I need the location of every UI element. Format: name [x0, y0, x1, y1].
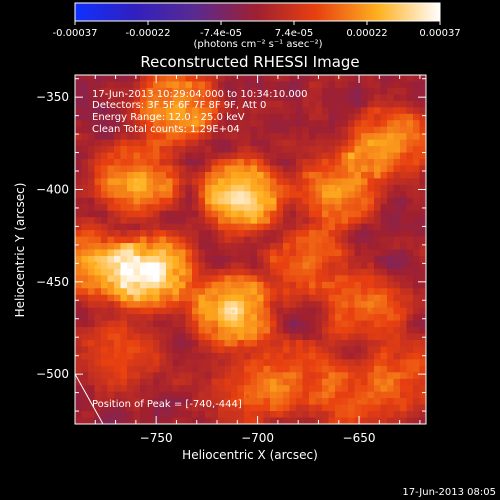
source-mark [174, 104, 179, 109]
y-tick-label: −350 [36, 90, 69, 104]
y-tick-label: −400 [36, 182, 69, 196]
footer-date: 17-Jun-2013 08:05 [402, 487, 496, 498]
source-mark [239, 193, 244, 198]
colorbar [74, 2, 441, 22]
plot-frame [74, 74, 427, 425]
colorbar-ticks: -0.00037 -0.00022 -7.4e-05 7.4e-05 0.00022 0.… [53, 21, 461, 39]
source-mark [113, 353, 118, 358]
colorbar-tick-label: -7.4e-05 [200, 28, 242, 39]
source-mark [93, 261, 98, 266]
colorbar-tick-label: 0.00022 [346, 28, 387, 39]
info-line-1: 17-Jun-2013 10:29:04.000 to 10:34:10.000 [92, 89, 308, 100]
y-tick-label: −500 [36, 367, 69, 381]
limb-line [74, 373, 104, 425]
y-axis-label: Heliocentric Y (arcsec) [13, 183, 27, 318]
source-mark [367, 307, 372, 312]
source-mark [133, 178, 138, 183]
x-tick-label: −700 [241, 431, 274, 445]
source-mark [387, 141, 392, 146]
source-mark [150, 270, 155, 275]
x-tick-label: −650 [343, 431, 376, 445]
x-tick-label: −750 [140, 431, 173, 445]
source-mark [407, 372, 412, 377]
info-line-4: Clean Total counts: 1.29E+04 [92, 124, 240, 135]
x-axis-label: Heliocentric X (arcsec) [182, 448, 318, 462]
heatmap-image [75, 75, 426, 424]
colorbar-tick-label: 0.00037 [419, 28, 460, 39]
y-axis: −350 −400 −450 −500 [36, 78, 426, 412]
peak-label: Position of Peak = [-740,-444] [92, 399, 242, 410]
colorbar-tick-label: 7.4e-05 [275, 28, 313, 39]
y-tick-label: −450 [36, 275, 69, 289]
source-mark [336, 187, 341, 192]
colorbar-units: (photons cm⁻² s⁻¹ asec⁻²) [193, 39, 322, 50]
source-mark [245, 394, 250, 399]
info-line-3: Energy Range: 12.0 - 25.0 keV [92, 112, 245, 123]
plot-title: Reconstructed RHESSI Image [140, 53, 359, 71]
colorbar-tick-label: -0.00037 [53, 28, 98, 39]
source-mark [306, 261, 311, 266]
source-mark [357, 399, 362, 404]
source-mark [296, 372, 301, 377]
info-block: 17-Jun-2013 10:29:04.000 to 10:34:10.000… [92, 89, 308, 135]
colorbar-tick-label: -0.00022 [126, 28, 171, 39]
info-line-2: Detectors: 3F 5F 6F 7F 8F 9F, Att 0 [92, 100, 266, 111]
source-mark [231, 309, 236, 314]
x-axis: −750 −700 −650 [94, 75, 421, 445]
